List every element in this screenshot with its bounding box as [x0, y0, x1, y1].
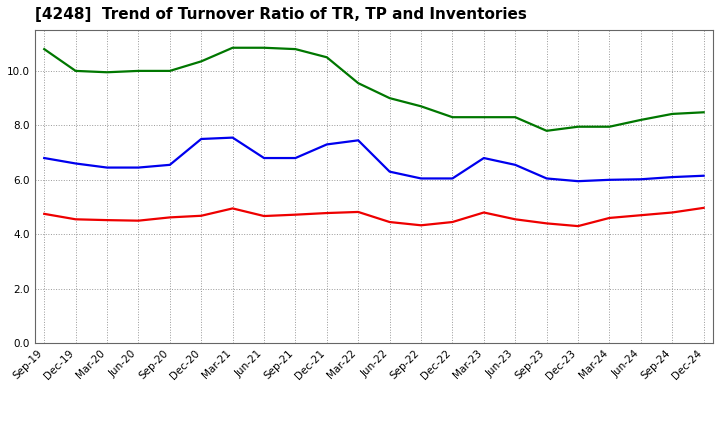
Inventories: [699, 110, 708, 115]
Trade Receivables: [417, 223, 426, 228]
Trade Receivables: [574, 224, 582, 229]
Trade Receivables: [480, 210, 488, 215]
Trade Payables: [354, 138, 363, 143]
Trade Payables: [448, 176, 456, 181]
Inventories: [480, 114, 488, 120]
Trade Receivables: [385, 220, 394, 225]
Inventories: [197, 59, 205, 64]
Line: Inventories: Inventories: [44, 48, 703, 131]
Trade Payables: [699, 173, 708, 178]
Inventories: [354, 81, 363, 86]
Inventories: [228, 45, 237, 51]
Inventories: [291, 47, 300, 52]
Line: Trade Payables: Trade Payables: [44, 138, 703, 181]
Trade Payables: [636, 176, 645, 182]
Trade Payables: [323, 142, 331, 147]
Trade Payables: [668, 174, 677, 180]
Trade Receivables: [636, 213, 645, 218]
Trade Receivables: [103, 217, 112, 223]
Trade Receivables: [668, 210, 677, 215]
Trade Payables: [291, 155, 300, 161]
Trade Receivables: [71, 216, 80, 222]
Inventories: [574, 124, 582, 129]
Trade Receivables: [699, 205, 708, 210]
Trade Receivables: [605, 215, 613, 220]
Trade Receivables: [166, 215, 174, 220]
Trade Payables: [228, 135, 237, 140]
Trade Payables: [480, 155, 488, 161]
Trade Payables: [197, 136, 205, 142]
Trade Receivables: [354, 209, 363, 215]
Trade Payables: [134, 165, 143, 170]
Trade Receivables: [542, 221, 551, 226]
Trade Receivables: [40, 211, 48, 216]
Inventories: [323, 55, 331, 60]
Inventories: [448, 114, 456, 120]
Trade Payables: [511, 162, 520, 168]
Inventories: [605, 124, 613, 129]
Inventories: [166, 68, 174, 73]
Trade Receivables: [197, 213, 205, 218]
Inventories: [103, 70, 112, 75]
Trade Payables: [71, 161, 80, 166]
Trade Payables: [103, 165, 112, 170]
Trade Receivables: [228, 206, 237, 211]
Trade Receivables: [323, 210, 331, 216]
Inventories: [636, 117, 645, 123]
Trade Receivables: [260, 213, 269, 219]
Inventories: [511, 114, 520, 120]
Text: [4248]  Trend of Turnover Ratio of TR, TP and Inventories: [4248] Trend of Turnover Ratio of TR, TP…: [35, 7, 527, 22]
Trade Receivables: [134, 218, 143, 224]
Trade Receivables: [511, 216, 520, 222]
Trade Payables: [605, 177, 613, 183]
Inventories: [134, 68, 143, 73]
Trade Payables: [542, 176, 551, 181]
Inventories: [668, 111, 677, 117]
Inventories: [542, 128, 551, 133]
Trade Payables: [574, 179, 582, 184]
Inventories: [417, 104, 426, 109]
Inventories: [260, 45, 269, 51]
Trade Receivables: [291, 212, 300, 217]
Inventories: [71, 68, 80, 73]
Inventories: [40, 47, 48, 52]
Trade Payables: [417, 176, 426, 181]
Trade Payables: [385, 169, 394, 174]
Trade Receivables: [448, 220, 456, 225]
Trade Payables: [40, 155, 48, 161]
Line: Trade Receivables: Trade Receivables: [44, 208, 703, 226]
Inventories: [385, 95, 394, 101]
Trade Payables: [260, 155, 269, 161]
Trade Payables: [166, 162, 174, 168]
